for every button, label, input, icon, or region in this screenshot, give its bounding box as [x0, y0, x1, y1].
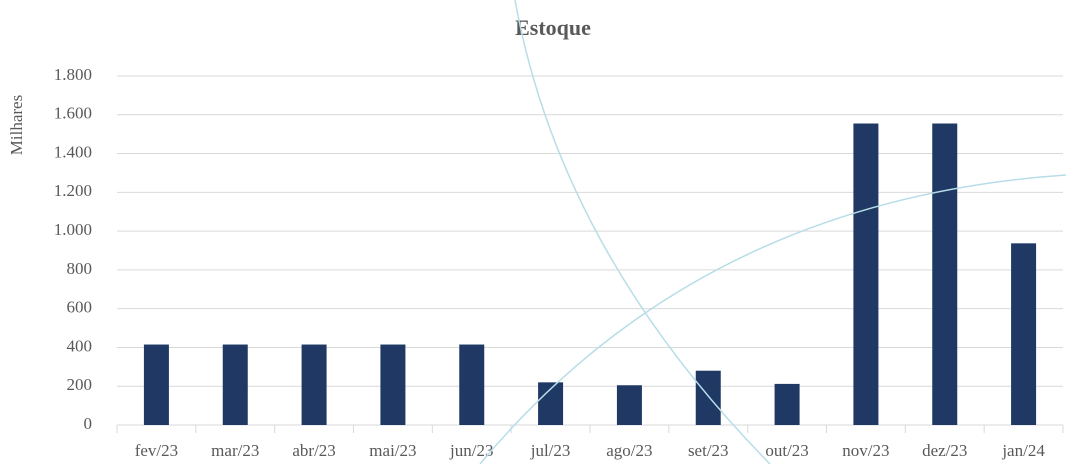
decoration-curve [514, 0, 771, 464]
x-tick-label: nov/23 [842, 441, 889, 460]
decoration-curve [479, 174, 1066, 464]
x-tick-label: set/23 [688, 441, 729, 460]
y-tick-label: 1.000 [54, 220, 92, 239]
y-tick-label: 800 [67, 259, 93, 278]
bar [222, 344, 248, 425]
y-tick-label: 1.600 [54, 104, 92, 123]
bar [143, 344, 169, 425]
x-tick-label: jun/23 [449, 441, 493, 460]
x-tick-label: ago/23 [606, 441, 652, 460]
bar [853, 123, 879, 425]
x-tick-label: dez/23 [922, 441, 967, 460]
chart-title: Estoque [515, 15, 591, 40]
y-axis-label: Milhares [7, 95, 26, 155]
y-tick-label: 1.800 [54, 65, 92, 84]
x-tick-label: mai/23 [369, 441, 416, 460]
y-tick-label: 1.400 [54, 142, 92, 161]
bar [774, 383, 800, 425]
x-tick-label: out/23 [765, 441, 808, 460]
bar [695, 370, 721, 425]
bar [380, 344, 406, 425]
y-tick-label: 1.200 [54, 181, 92, 200]
bar [301, 344, 327, 425]
x-tick-label: fev/23 [135, 441, 178, 460]
x-tick-label: jan/24 [1001, 441, 1045, 460]
y-tick-label: 400 [67, 336, 93, 355]
x-tick-label: abr/23 [292, 441, 335, 460]
bar [1011, 243, 1037, 425]
bar [616, 385, 642, 425]
plot-area: 0 200 400 600 800 1.000 1.200 1.400 1.600 1.800 fe… [54, 65, 1064, 460]
y-tick-label: 0 [84, 414, 93, 433]
x-tick-label: mar/23 [211, 441, 259, 460]
x-tick-label: jul/23 [530, 441, 571, 460]
y-tick-label: 200 [67, 375, 93, 394]
bar [932, 123, 958, 425]
y-tick-label: 600 [67, 298, 93, 317]
bar [459, 344, 485, 425]
